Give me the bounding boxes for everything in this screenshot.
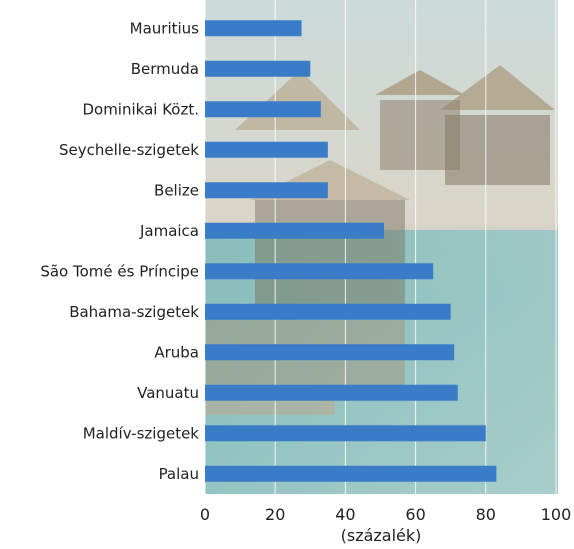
category-label: Palau: [159, 465, 199, 483]
category-label: Seychelle-szigetek: [59, 141, 199, 159]
bar: [205, 20, 302, 37]
bar: [205, 60, 311, 77]
x-tick-label: 60: [405, 505, 425, 524]
grid-lines: [204, 0, 557, 494]
bar: [205, 182, 328, 199]
x-tick-label: 100: [541, 505, 572, 524]
bar: [205, 222, 385, 239]
bar: [205, 303, 451, 320]
bar: [205, 465, 497, 482]
bar: [205, 344, 455, 361]
category-label: Jamaica: [139, 222, 199, 240]
x-tick-labels: 0 20 40 60 80 100: [200, 505, 571, 524]
bar: [205, 425, 486, 442]
category-label: Mauritius: [130, 19, 200, 37]
x-axis-title: (százalék): [341, 526, 422, 545]
category-label: Bermuda: [131, 60, 199, 78]
category-label: Maldív-szigetek: [83, 424, 200, 442]
x-tick-label: 80: [476, 505, 496, 524]
bar: [205, 263, 434, 280]
category-label: Dominikai Közt.: [82, 100, 199, 118]
category-label: São Tomé és Príncipe: [40, 262, 199, 280]
bars: [205, 20, 497, 482]
bar: [205, 141, 328, 158]
x-tick-label: 0: [200, 505, 210, 524]
category-label: Aruba: [154, 343, 199, 361]
x-tick-label: 40: [335, 505, 355, 524]
category-label: Belize: [154, 181, 199, 199]
x-tick-label: 20: [265, 505, 285, 524]
category-labels: Mauritius Bermuda Dominikai Közt. Seychelle…: [40, 19, 199, 483]
bar: [205, 384, 458, 401]
category-label: Vanuatu: [137, 384, 199, 402]
bar: [205, 101, 321, 118]
category-label: Bahama-szigetek: [69, 303, 199, 321]
